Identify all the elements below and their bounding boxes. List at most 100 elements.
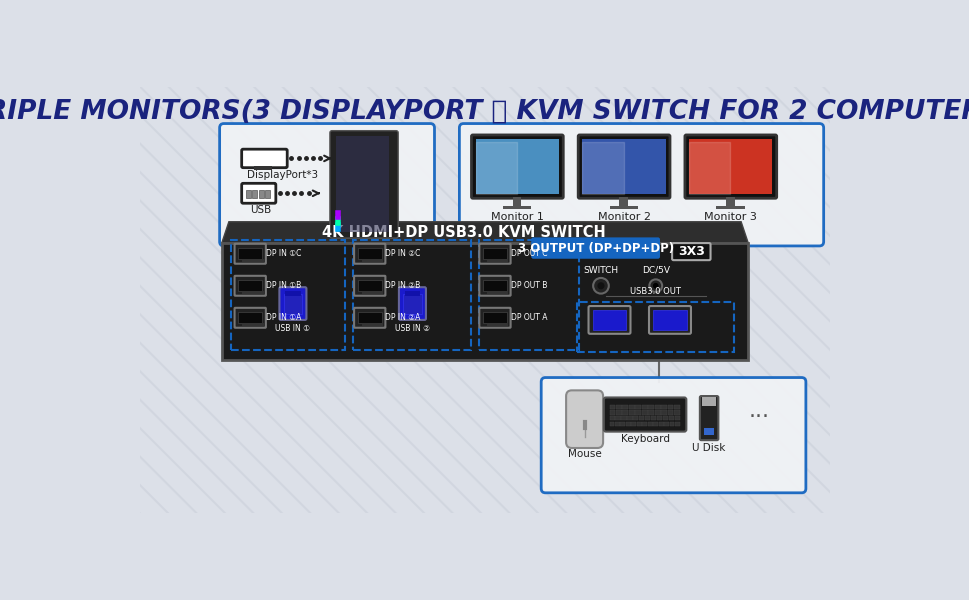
FancyBboxPatch shape	[329, 131, 398, 238]
FancyBboxPatch shape	[234, 244, 266, 264]
FancyBboxPatch shape	[354, 244, 385, 264]
Bar	[502, 206, 531, 209]
Text: DP IN ①C: DP IN ①C	[266, 249, 301, 258]
Bar	[667, 410, 672, 415]
Bar	[609, 404, 614, 409]
Bar	[353, 239, 470, 350]
Bar	[237, 280, 262, 292]
Bar	[361, 323, 383, 326]
FancyBboxPatch shape	[479, 308, 510, 328]
Bar	[621, 416, 626, 420]
Text: Monitor 1: Monitor 1	[490, 212, 544, 223]
Bar	[628, 404, 634, 409]
Bar	[265, 190, 269, 197]
Bar	[358, 248, 382, 259]
Bar	[664, 422, 669, 426]
Text: TRIPLE MONITORS(3 DISPLAYPORT ） KVM SWITCH FOR 2 COMPUTERS: TRIPLE MONITORS(3 DISPLAYPORT ） KVM SWIT…	[0, 98, 969, 125]
Bar	[620, 422, 625, 426]
Bar	[246, 190, 251, 197]
Bar	[703, 428, 713, 435]
FancyBboxPatch shape	[566, 391, 603, 448]
Bar	[242, 292, 264, 295]
Bar	[702, 397, 715, 406]
Text: DP OUT B: DP OUT B	[510, 281, 547, 290]
Bar	[615, 404, 621, 409]
FancyBboxPatch shape	[588, 306, 630, 334]
Circle shape	[648, 280, 662, 292]
Bar	[661, 404, 667, 409]
Circle shape	[653, 284, 657, 288]
Bar	[650, 416, 656, 420]
Text: ···: ···	[748, 407, 768, 427]
Bar	[654, 404, 660, 409]
Bar	[252, 190, 257, 197]
Bar	[641, 404, 647, 409]
Text: 4K HDMI+DP USB3.0 KVM SWITCH: 4K HDMI+DP USB3.0 KVM SWITCH	[322, 225, 605, 240]
Bar	[581, 139, 665, 194]
FancyBboxPatch shape	[354, 276, 385, 296]
Bar	[283, 295, 301, 314]
Bar	[726, 197, 734, 207]
Bar	[486, 259, 508, 262]
Bar	[513, 197, 520, 207]
Bar	[237, 248, 262, 259]
Text: DP IN ②C: DP IN ②C	[385, 249, 421, 258]
Bar	[627, 416, 632, 420]
Bar	[668, 416, 673, 420]
Bar	[669, 422, 673, 426]
FancyBboxPatch shape	[541, 377, 805, 493]
Bar	[486, 323, 508, 326]
FancyBboxPatch shape	[531, 238, 659, 259]
Text: DP IN ②A: DP IN ②A	[385, 313, 421, 322]
FancyBboxPatch shape	[479, 276, 510, 296]
Bar	[715, 206, 744, 209]
Text: DP IN ①B: DP IN ①B	[266, 281, 300, 290]
Bar	[358, 312, 382, 323]
Bar	[635, 404, 641, 409]
Text: DC/5V: DC/5V	[641, 266, 669, 275]
FancyBboxPatch shape	[234, 308, 266, 328]
Text: 3 OUTPUT (DP+DP+DP): 3 OUTPUT (DP+DP+DP)	[517, 242, 673, 254]
Bar	[641, 410, 647, 415]
Text: DP IN ②B: DP IN ②B	[385, 281, 421, 290]
Text: Monitor 2: Monitor 2	[597, 212, 650, 223]
Bar	[403, 295, 422, 314]
FancyBboxPatch shape	[700, 396, 718, 440]
Bar	[644, 416, 649, 420]
Text: Keyboard: Keyboard	[620, 434, 669, 444]
Bar	[237, 312, 262, 323]
FancyBboxPatch shape	[672, 243, 710, 260]
FancyBboxPatch shape	[279, 287, 306, 320]
FancyBboxPatch shape	[459, 124, 823, 246]
Bar	[609, 410, 614, 415]
Text: Monitor 3: Monitor 3	[703, 212, 757, 223]
Bar	[242, 259, 264, 262]
FancyBboxPatch shape	[398, 287, 425, 320]
Bar	[609, 416, 614, 420]
Text: U Disk: U Disk	[692, 443, 725, 453]
Bar	[486, 292, 508, 295]
Text: Mouse: Mouse	[567, 449, 601, 458]
Bar	[358, 280, 382, 292]
FancyBboxPatch shape	[354, 308, 385, 328]
Bar	[361, 259, 383, 262]
FancyBboxPatch shape	[648, 306, 690, 334]
Bar	[404, 292, 420, 296]
Text: DP OUT C: DP OUT C	[510, 249, 547, 258]
Bar	[609, 422, 613, 426]
Bar	[631, 422, 636, 426]
Text: USB IN ②: USB IN ②	[394, 324, 429, 333]
Text: DP IN ①A: DP IN ①A	[266, 313, 301, 322]
Text: USB: USB	[250, 205, 271, 215]
Bar	[254, 166, 271, 170]
Polygon shape	[222, 222, 747, 243]
Bar	[475, 139, 558, 194]
Bar	[285, 292, 300, 296]
Bar	[662, 416, 668, 420]
Bar	[259, 190, 264, 197]
Bar	[689, 139, 771, 194]
FancyBboxPatch shape	[241, 149, 287, 167]
FancyBboxPatch shape	[471, 135, 563, 198]
Text: DisplayPort*3: DisplayPort*3	[246, 170, 318, 180]
Text: USB IN ①: USB IN ①	[275, 324, 310, 333]
